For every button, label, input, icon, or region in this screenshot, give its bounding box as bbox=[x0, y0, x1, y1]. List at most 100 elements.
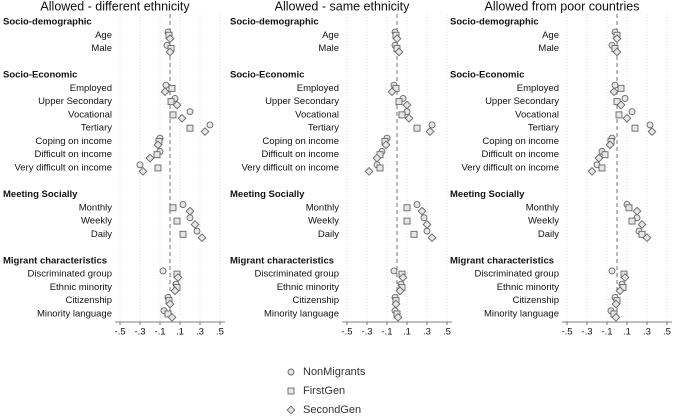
y-tick-label: Citizenship bbox=[66, 295, 112, 306]
x-tick-label: .3 bbox=[423, 327, 431, 338]
point bbox=[609, 87, 619, 97]
x-tick-label: -.5 bbox=[114, 327, 125, 338]
point bbox=[153, 140, 163, 150]
x-tick-label: -.3 bbox=[134, 327, 145, 338]
point bbox=[154, 164, 162, 172]
point bbox=[611, 312, 621, 322]
point bbox=[413, 124, 421, 132]
x-tick-label: -.5 bbox=[341, 327, 352, 338]
legend-label: SecondGen bbox=[303, 404, 361, 416]
point bbox=[162, 81, 170, 89]
y-tick-label: Employed bbox=[70, 83, 112, 94]
y-tick-label: Very difficult on income bbox=[14, 162, 112, 173]
point bbox=[376, 164, 384, 172]
y-tick-label: Weekly bbox=[308, 216, 339, 227]
y-tick-label: Discriminated group bbox=[475, 269, 559, 280]
panel-title: Allowed from poor countries bbox=[485, 0, 640, 13]
y-tick-label: Very difficult on income bbox=[241, 162, 339, 173]
y-tick-label: Upper Secondary bbox=[38, 96, 112, 107]
group-header: Migrant characteristics bbox=[230, 255, 334, 266]
group-header: Socio-Economic bbox=[230, 70, 304, 81]
point bbox=[395, 286, 405, 296]
point bbox=[611, 299, 621, 309]
point bbox=[165, 299, 175, 309]
y-tick-label: Vocational bbox=[68, 109, 112, 120]
x-tick-label: .5 bbox=[443, 327, 451, 338]
point bbox=[390, 267, 398, 275]
point bbox=[172, 100, 182, 110]
legend-label: NonMigrants bbox=[303, 366, 366, 378]
y-tick-label: Weekly bbox=[81, 216, 112, 227]
y-tick-label: Monthly bbox=[526, 202, 560, 213]
y-tick-label: Employed bbox=[517, 83, 559, 94]
point bbox=[186, 214, 194, 222]
point bbox=[598, 164, 606, 172]
y-tick-label: Monthly bbox=[306, 202, 340, 213]
point bbox=[427, 233, 437, 243]
group-header: Socio-demographic bbox=[450, 17, 539, 28]
point bbox=[395, 98, 403, 106]
y-tick-label: Coping on income bbox=[35, 136, 112, 147]
y-tick-label: Minority language bbox=[484, 308, 559, 319]
legend-label: FirstGen bbox=[303, 385, 345, 397]
point bbox=[403, 217, 411, 225]
point bbox=[587, 166, 597, 176]
x-tick-label: .3 bbox=[196, 327, 204, 338]
x-tick-label: -.3 bbox=[361, 327, 372, 338]
point bbox=[186, 124, 194, 132]
point bbox=[170, 286, 180, 296]
point bbox=[404, 113, 414, 123]
point bbox=[642, 233, 652, 243]
point bbox=[417, 206, 427, 216]
group-header: Socio-Economic bbox=[3, 70, 77, 81]
x-tick-label: .1 bbox=[623, 327, 631, 338]
point bbox=[611, 81, 619, 89]
y-tick-label: Minority language bbox=[37, 308, 112, 319]
y-tick-label: Upper Secondary bbox=[265, 96, 339, 107]
group-header: Socio-Economic bbox=[450, 70, 524, 81]
point bbox=[169, 204, 177, 212]
x-tick-label: .5 bbox=[216, 327, 224, 338]
group-header: Meeting Socially bbox=[450, 189, 525, 200]
point bbox=[615, 111, 623, 119]
point bbox=[605, 140, 615, 150]
point bbox=[165, 47, 175, 57]
point bbox=[190, 220, 200, 229]
panel-background bbox=[449, 0, 675, 14]
point bbox=[145, 153, 155, 163]
x-tick-label: -.3 bbox=[581, 327, 592, 338]
group-header: Meeting Socially bbox=[230, 189, 305, 200]
y-tick-label: Minority language bbox=[264, 308, 339, 319]
point bbox=[168, 84, 176, 92]
point bbox=[612, 34, 622, 44]
y-tick-label: Citizenship bbox=[513, 295, 559, 306]
group-header: Socio-demographic bbox=[230, 17, 319, 28]
legend-marker bbox=[287, 368, 295, 376]
panel-title: Allowed - same ethnicity bbox=[275, 0, 411, 13]
point bbox=[403, 204, 411, 212]
point bbox=[620, 273, 630, 282]
x-tick-label: -.5 bbox=[561, 327, 572, 338]
x-tick-label: .1 bbox=[403, 327, 411, 338]
panel-background bbox=[229, 0, 455, 14]
point bbox=[628, 108, 636, 116]
x-tick-label: .1 bbox=[176, 327, 184, 338]
y-tick-label: Discriminated group bbox=[28, 269, 112, 280]
point bbox=[632, 206, 642, 216]
y-tick-label: Daily bbox=[91, 229, 112, 240]
point bbox=[638, 230, 646, 238]
x-tick-label: -.1 bbox=[154, 327, 165, 338]
y-tick-label: Employed bbox=[297, 83, 339, 94]
y-tick-label: Vocational bbox=[295, 109, 339, 120]
point bbox=[413, 201, 421, 209]
point bbox=[601, 151, 609, 159]
point bbox=[646, 121, 654, 129]
x-tick-label: .3 bbox=[643, 327, 651, 338]
legend-marker bbox=[287, 387, 295, 395]
y-tick-label: Difficult on income bbox=[35, 149, 112, 160]
point bbox=[167, 312, 177, 322]
point bbox=[628, 217, 636, 225]
y-tick-label: Daily bbox=[538, 229, 559, 240]
y-tick-label: Vocational bbox=[515, 109, 559, 120]
